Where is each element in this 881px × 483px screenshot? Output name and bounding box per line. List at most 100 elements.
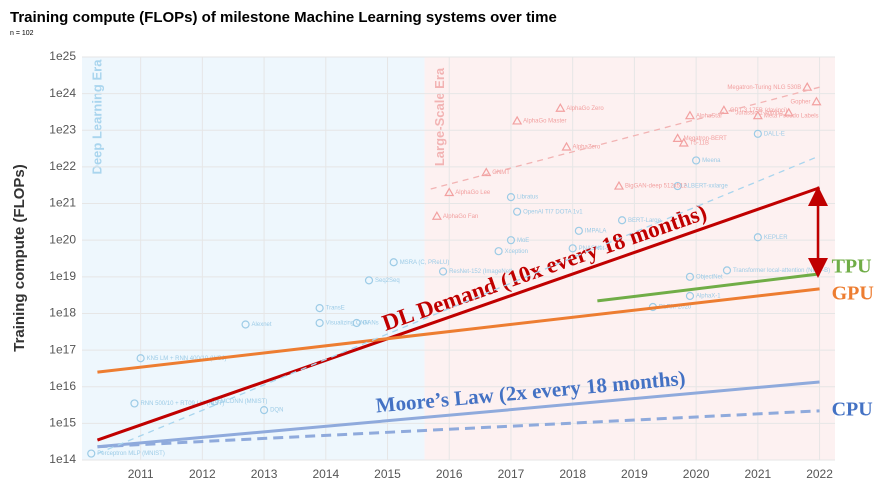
point — [568, 244, 577, 253]
point-label: T5-11B — [690, 141, 709, 147]
trend-line — [96, 186, 821, 442]
point-label: Megatron-Turing NLG 530B — [727, 85, 801, 91]
era-label: Large-Scale Era — [432, 67, 447, 166]
point — [136, 354, 145, 363]
point — [574, 226, 583, 235]
point-label: Gopher — [790, 99, 810, 105]
x-tick-label: 2014 — [312, 467, 339, 481]
point — [364, 276, 374, 285]
point-label: GNMT — [492, 170, 510, 176]
point-label: MoE — [517, 238, 529, 244]
grid: 1e14 1e15 1e16 1e17 1e18 1e19 1e20 1e21 1e22 1e23… — [49, 49, 835, 481]
point — [444, 187, 455, 197]
point-label: DALL-E — [764, 131, 785, 137]
point — [722, 266, 732, 275]
point — [692, 156, 701, 165]
point — [481, 167, 492, 177]
y-tick-label: 1e24 — [49, 86, 76, 100]
point — [783, 107, 794, 117]
x-tick-label: 2021 — [744, 467, 771, 481]
point-label: ObjectNet — [696, 274, 723, 280]
trend-line — [430, 86, 820, 190]
x-tick-label: 2017 — [498, 467, 525, 481]
point-label: AlphaGo Master — [523, 118, 566, 124]
point-label: PNASNet-5 — [579, 246, 611, 252]
trend-line — [97, 155, 820, 455]
point-label: BigGAN-deep 512x512 — [625, 184, 687, 190]
trend-line — [97, 409, 820, 449]
trend-label: GPU — [832, 282, 874, 304]
point-label: DLRM-2020 — [659, 305, 692, 311]
x-tick-label: 2015 — [374, 467, 401, 481]
point-label: IMPALA — [585, 228, 607, 234]
point-label: Meena — [702, 158, 721, 164]
x-tick-label: 2018 — [559, 467, 586, 481]
y-tick-label: 1e14 — [49, 452, 76, 466]
point — [506, 192, 516, 202]
point-label: AlphaX-1 — [696, 294, 721, 300]
point — [555, 103, 566, 112]
y-tick-label: 1e23 — [49, 122, 76, 136]
y-tick-label: 1e20 — [49, 232, 76, 246]
point-label: DQN — [270, 408, 283, 414]
point-label: MCDNN (MNIST) — [221, 399, 268, 405]
x-tick-label: 2011 — [128, 467, 154, 481]
point — [685, 272, 695, 281]
point — [617, 216, 627, 225]
y-tick-label: 1e22 — [49, 159, 76, 173]
point — [613, 180, 625, 190]
point — [87, 449, 96, 458]
era-region — [424, 57, 835, 460]
point-label: Xception — [505, 249, 528, 255]
trend-line — [97, 380, 820, 449]
point-label: Transformer local-attention (NesT-B) — [733, 268, 830, 274]
point — [561, 141, 572, 151]
trend-label: CPU — [832, 398, 873, 420]
point-label: RNN 500/10 + RT09 LM (NIST) — [140, 401, 224, 407]
point-label: ResNet-152 (ImageNet) — [449, 269, 513, 275]
point-label: AlphaGo Fan — [443, 214, 478, 220]
point — [513, 207, 522, 216]
point — [811, 96, 822, 106]
point-label: AlphaGo Lee — [455, 190, 491, 196]
point — [315, 318, 324, 328]
point-label: Jurassic-1-Jumbo — [735, 110, 783, 116]
y-axis-label: Training compute (FLOPs) — [11, 164, 28, 352]
point-label: KN5 LM + RNN 400/10 (WSJ) — [147, 356, 227, 362]
point-label: MSRA (C, PReLU) — [400, 260, 450, 266]
point-label: OpenAI TI7 DOTA 1v1 — [523, 209, 583, 215]
y-tick-label: 1e18 — [49, 306, 76, 320]
y-tick-label: 1e25 — [49, 49, 76, 63]
point-label: Alexnet — [252, 322, 272, 328]
chart-title: Training compute (FLOPs) of milestone Ma… — [10, 9, 557, 26]
point-label: GANs — [363, 321, 379, 327]
point-label: GPT-3 175B (davinci) — [730, 108, 787, 114]
point-label: TransE — [326, 306, 345, 312]
point — [389, 258, 398, 267]
point — [438, 267, 448, 276]
point — [494, 247, 503, 256]
point — [684, 110, 695, 120]
y-tick-label: 1e21 — [49, 196, 76, 210]
point — [130, 399, 139, 408]
point-label: AlphaZero — [573, 145, 601, 151]
chart-subtitle: n = 102 — [10, 30, 34, 37]
y-tick-label: 1e16 — [49, 379, 76, 393]
point-label: Visualizing CNN — [326, 321, 369, 327]
point — [672, 133, 683, 142]
point — [241, 320, 250, 329]
x-tick-label: 2022 — [806, 467, 833, 481]
trend-label: TPU — [832, 256, 872, 278]
x-tick-label: 2016 — [436, 467, 463, 481]
point-label: Libratus — [517, 195, 538, 201]
point — [753, 129, 762, 138]
y-tick-label: 1e19 — [49, 269, 76, 283]
point-label: Seq2Seq — [375, 278, 400, 284]
x-tick-label: 2019 — [621, 467, 648, 481]
trend-line — [597, 272, 820, 303]
x-tick-label: 2020 — [683, 467, 710, 481]
y-tick-label: 1e17 — [49, 342, 76, 356]
point — [718, 105, 729, 114]
point — [431, 211, 442, 220]
x-tick-label: 2013 — [251, 467, 278, 481]
